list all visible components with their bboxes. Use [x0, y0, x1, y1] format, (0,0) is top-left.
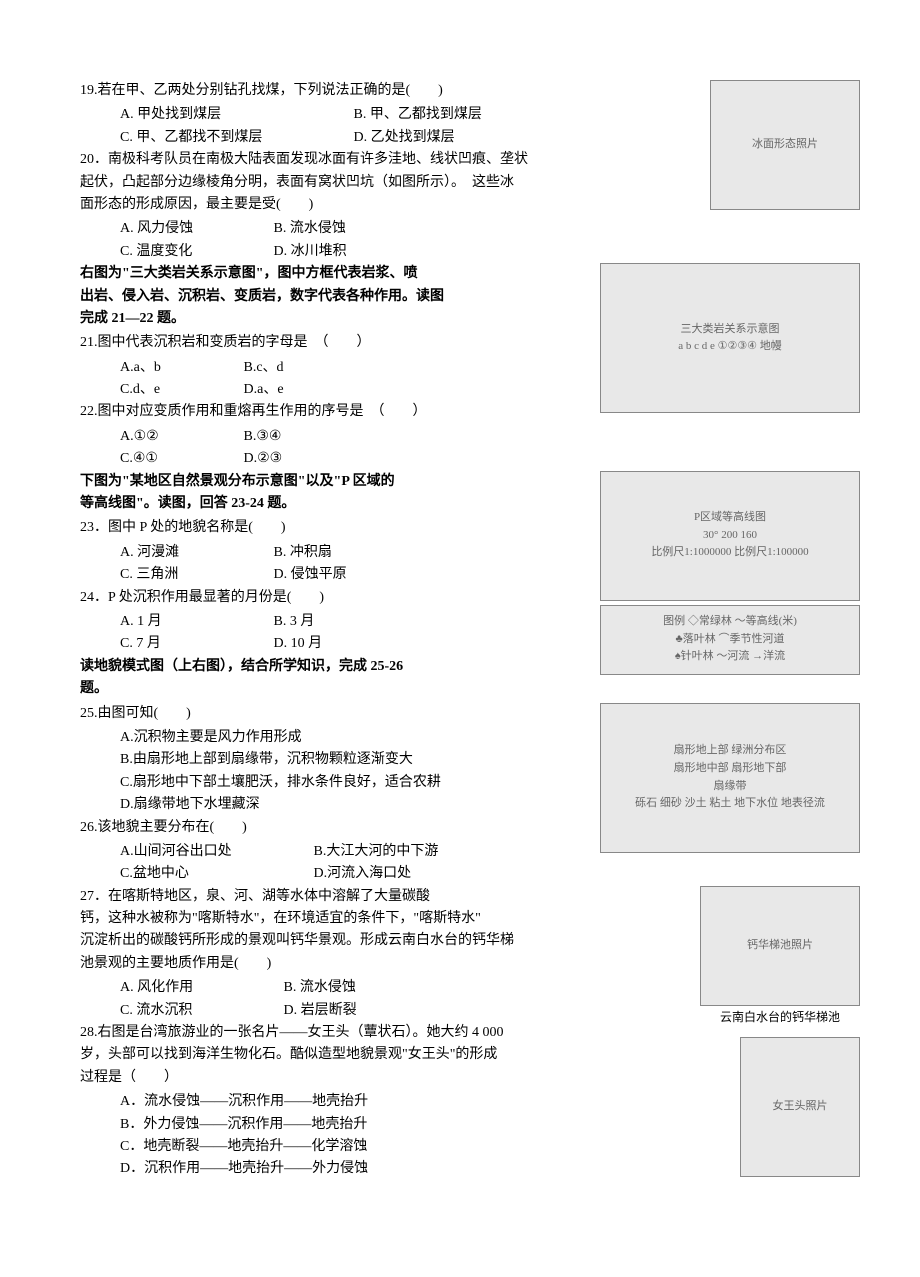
q23-opt-b: B. 冲积扇 [274, 542, 332, 564]
figure-ice: 冰面形态照片 [710, 80, 860, 210]
q21-opt-b: B.c、d [244, 357, 284, 379]
intro21-l2: 出岩、侵入岩、沉积岩、变质岩，数字代表各种作用。读图 [80, 289, 444, 304]
q28-stem2: 岁，头部可以找到海洋生物化石。酷似造型地貌景观"女王头"的形成 [80, 1047, 497, 1062]
q28-stem3: 过程是（ ） [80, 1070, 178, 1085]
q24-opt-a: A. 1 月 [120, 611, 270, 633]
q21-opt-c: C.d、e [120, 379, 240, 401]
intro23-l2: 等高线图"。读图，回答 23-24 题。 [80, 496, 295, 511]
figure-karst: 钙华梯池照片 [700, 886, 860, 1006]
q27-stem4: 池景观的主要地质作用是( ) [80, 956, 271, 971]
figure-ice-label: 冰面形态照片 [752, 136, 818, 154]
q24-opt-d: D. 10 月 [274, 633, 323, 655]
figure-contour-label: P区域等高线图 30° 200 160 比例尺1:1000000 比例尺1:10… [651, 509, 808, 562]
q28-opt-c: C．地壳断裂——地壳抬升——化学溶蚀 [120, 1136, 367, 1158]
intro21-l1: 右图为"三大类岩关系示意图"，图中方框代表岩浆、喷 [80, 266, 418, 281]
figure-rock-cycle: 三大类岩关系示意图 a b c d e ①②③④ 地幔 [600, 263, 860, 413]
q21-opt-a: A.a、b [120, 357, 240, 379]
q25-stem: 25.由图可知( ) [80, 706, 191, 721]
figure-legend: 图例 ◇常绿林 ～等高线(米) ♣落叶林 ⌒季节性河道 ♠针叶林 ～河流 →洋流 [600, 605, 860, 675]
q22-opt-d: D.②③ [244, 448, 283, 470]
q26-opt-d: D.河流入海口处 [314, 863, 412, 885]
q26-opt-a: A.山间河谷出口处 [120, 841, 310, 863]
q27-opt-a: A. 风化作用 [120, 977, 280, 999]
q19-opt-c: C. 甲、乙都找不到煤层 [120, 127, 350, 149]
q20-stem2: 起伏，凸起部分边缘棱角分明，表面有窝状凹坑（如图所示）。 这些冰 [80, 175, 514, 190]
q27-stem3: 沉淀析出的碳酸钙所形成的景观叫钙华景观。形成云南白水台的钙华梯 [80, 933, 514, 948]
q19-stem: 19.若在甲、乙两处分别钻孔找煤，下列说法正确的是( ) [80, 83, 443, 98]
q28-opt-d: D．沉积作用——地壳抬升——外力侵蚀 [120, 1158, 368, 1180]
q26-opt-b: B.大江大河的中下游 [314, 841, 439, 863]
q26-stem: 26.该地貌主要分布在( ) [80, 820, 247, 835]
q28-opt-a: A．流水侵蚀——沉积作用——地壳抬升 [120, 1091, 368, 1113]
figure-rock-cycle-label: 三大类岩关系示意图 a b c d e ①②③④ 地幔 [678, 321, 782, 356]
figure-karst-caption: 云南白水台的钙华梯池 [700, 1008, 860, 1027]
q20-stem1: 20．南极科考队员在南极大陆表面发现冰面有许多洼地、线状凹痕、垄状 [80, 152, 528, 167]
q25-opt-d: D.扇缘带地下水埋藏深 [120, 794, 260, 816]
figure-queen: 女王头照片 [740, 1037, 860, 1177]
figure-fan: 扇形地上部 绿洲分布区 扇形地中部 扇形地下部 扇缘带 砾石 细砂 沙土 粘土 … [600, 703, 860, 853]
q19-opt-a: A. 甲处找到煤层 [120, 104, 350, 126]
q27-opt-b: B. 流水侵蚀 [284, 977, 356, 999]
intro23-l1: 下图为"某地区自然景观分布示意图"以及"P 区域的 [80, 474, 395, 489]
q22-options: A.①② B.③④ C.④① D.②③ [80, 426, 860, 471]
q23-opt-c: C. 三角洲 [120, 564, 270, 586]
q25-opt-a: A.沉积物主要是风力作用形成 [120, 727, 302, 749]
q20-options: A. 风力侵蚀 B. 流水侵蚀 C. 温度变化 D. 冰川堆积 [80, 218, 860, 263]
q28-stem1: 28.右图是台湾旅游业的一张名片——女王头（蕈状石）。她大约 4 000 [80, 1025, 504, 1040]
q20-opt-d: D. 冰川堆积 [274, 241, 347, 263]
figure-legend-label: 图例 ◇常绿林 ～等高线(米) ♣落叶林 ⌒季节性河道 ♠针叶林 ～河流 →洋流 [663, 613, 797, 666]
q23-stem: 23．图中 P 处的地貌名称是( ) [80, 520, 286, 535]
q24-stem: 24．P 处沉积作用最显著的月份是( ) [80, 590, 324, 605]
q25-opt-c: C.扇形地中下部土壤肥沃，排水条件良好，适合农耕 [120, 772, 441, 794]
q28-opt-b: B．外力侵蚀——沉积作用——地壳抬升 [120, 1114, 367, 1136]
q19-opt-b: B. 甲、乙都找到煤层 [354, 104, 482, 126]
q27-opt-c: C. 流水沉积 [120, 1000, 280, 1022]
q27-opt-d: D. 岩层断裂 [284, 1000, 357, 1022]
q22-opt-a: A.①② [120, 426, 240, 448]
intro21-l3: 完成 21—22 题。 [80, 311, 185, 326]
intro25-l1: 读地貌模式图（上右图），结合所学知识，完成 25-26 [80, 659, 403, 674]
q26-opt-c: C.盆地中心 [120, 863, 310, 885]
q22-opt-c: C.④① [120, 448, 240, 470]
q23-opt-d: D. 侵蚀平原 [274, 564, 347, 586]
q20-opt-b: B. 流水侵蚀 [274, 218, 346, 240]
q27-stem1: 27．在喀斯特地区，泉、河、湖等水体中溶解了大量碳酸 [80, 889, 430, 904]
q22-opt-b: B.③④ [244, 426, 282, 448]
q27-stem2: 钙，这种水被称为"喀斯特水"，在环境适宜的条件下，"喀斯特水" [80, 911, 481, 926]
q21-stem: 21.图中代表沉积岩和变质岩的字母是 （ ） [80, 335, 371, 350]
figure-karst-label: 钙华梯池照片 [747, 937, 813, 955]
q24-opt-c: C. 7 月 [120, 633, 270, 655]
q21-opt-d: D.a、e [244, 379, 284, 401]
q25-opt-b: B.由扇形地上部到扇缘带，沉积物颗粒逐渐变大 [120, 749, 413, 771]
q20-stem3: 面形态的形成原因，最主要是受( ) [80, 197, 313, 212]
figure-contour: P区域等高线图 30° 200 160 比例尺1:1000000 比例尺1:10… [600, 471, 860, 601]
q24-opt-b: B. 3 月 [274, 611, 315, 633]
q20-opt-a: A. 风力侵蚀 [120, 218, 270, 240]
figure-queen-label: 女王头照片 [773, 1098, 828, 1116]
intro25-l2: 题。 [80, 681, 108, 696]
q19-opt-d: D. 乙处找到煤层 [354, 127, 455, 149]
figure-fan-label: 扇形地上部 绿洲分布区 扇形地中部 扇形地下部 扇缘带 砾石 细砂 沙土 粘土 … [635, 742, 825, 812]
q23-opt-a: A. 河漫滩 [120, 542, 270, 564]
q20-opt-c: C. 温度变化 [120, 241, 270, 263]
q22-stem: 22.图中对应变质作用和重熔再生作用的序号是 （ ） [80, 404, 427, 419]
